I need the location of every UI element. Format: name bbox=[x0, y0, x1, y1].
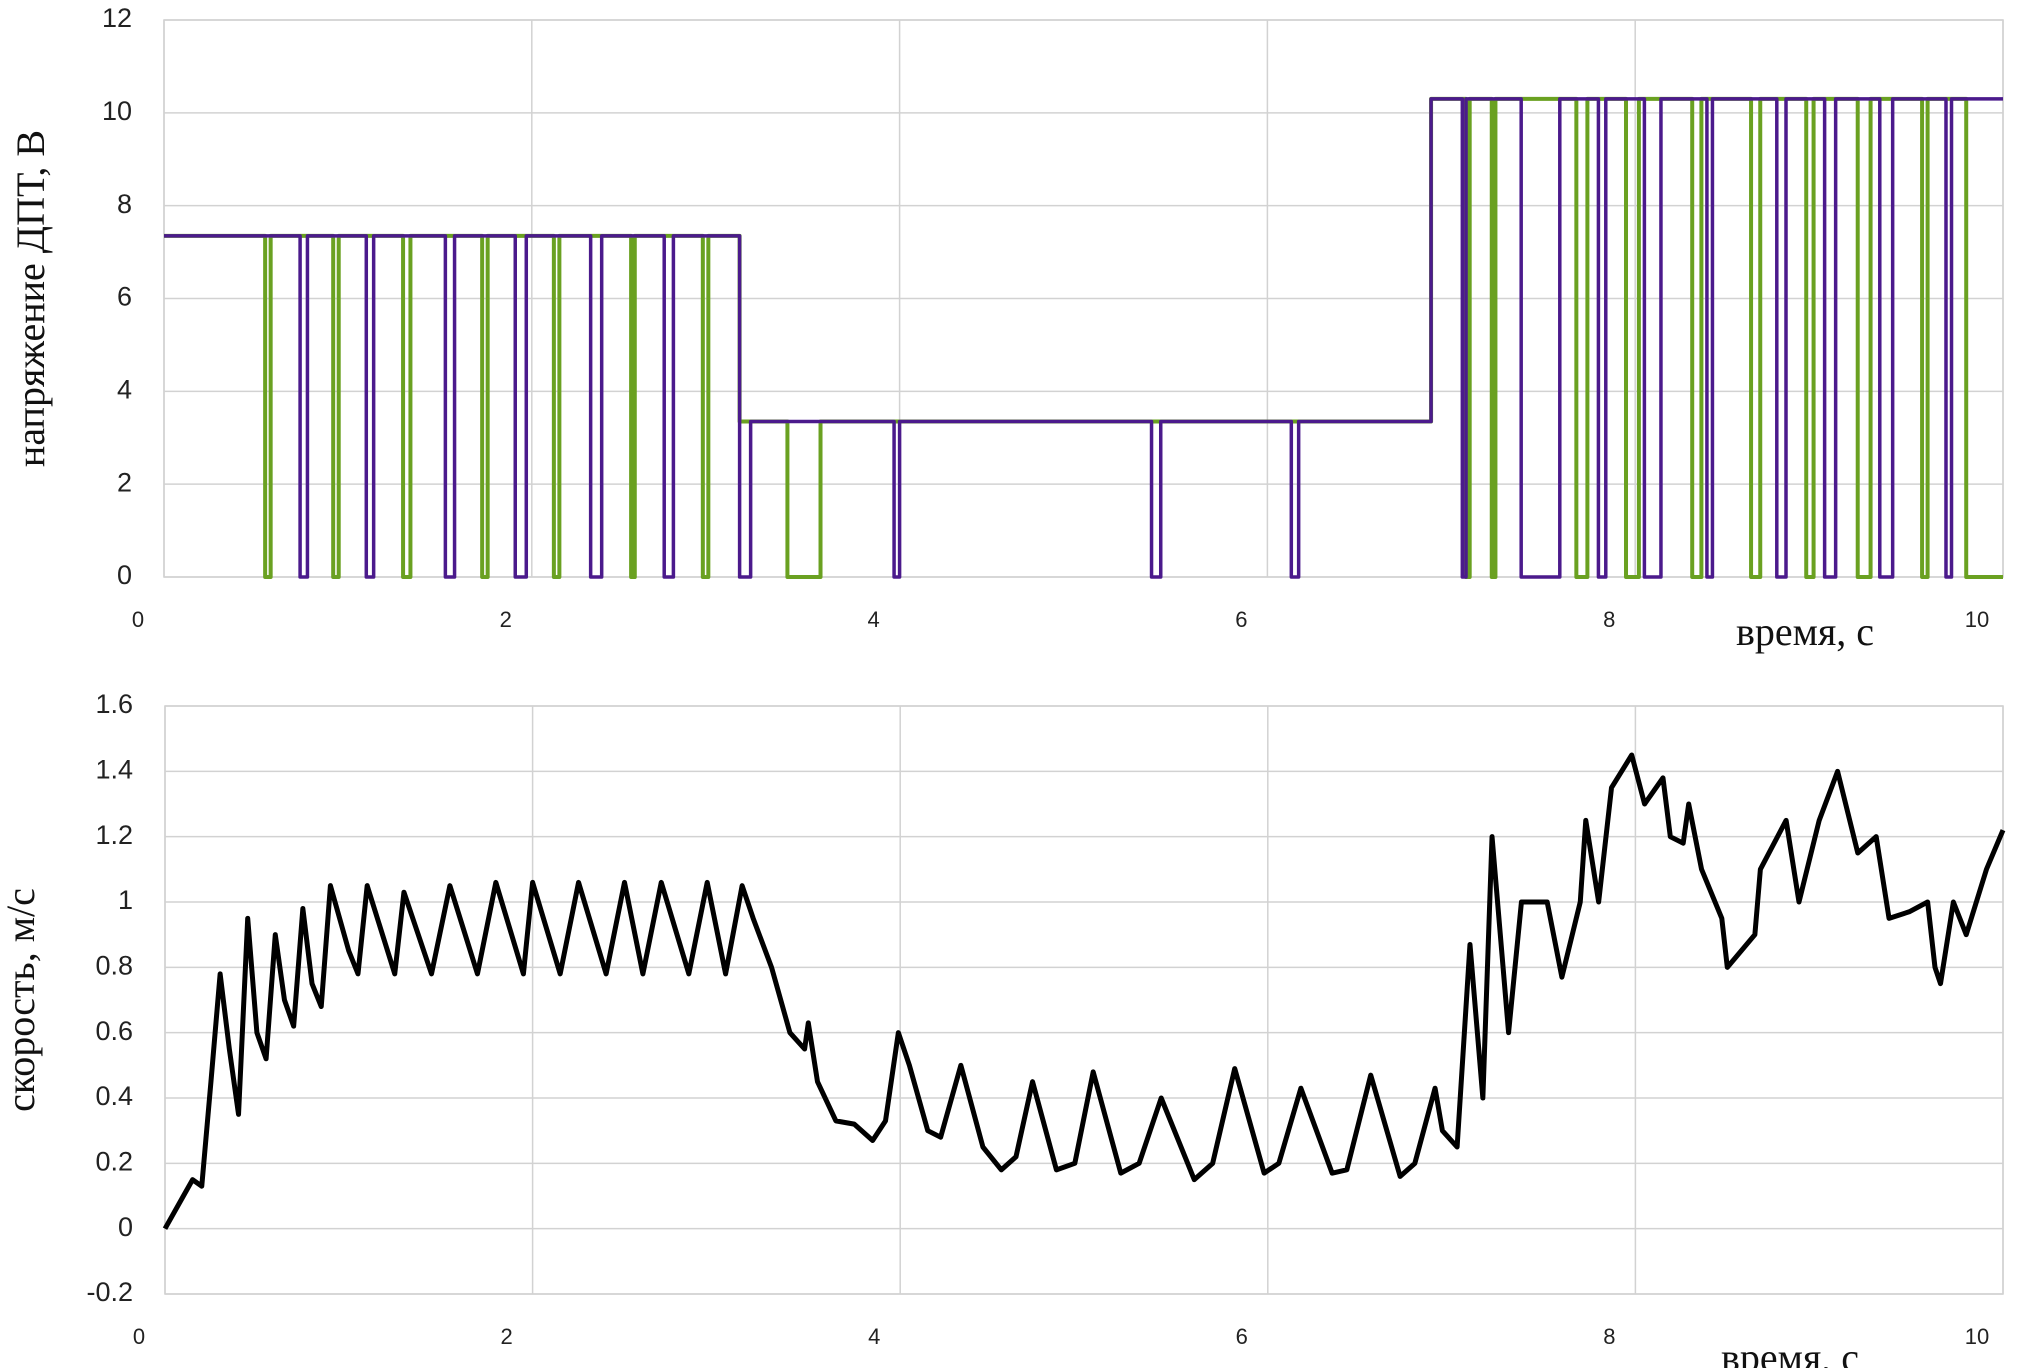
x-tick-label: 2 bbox=[500, 1324, 512, 1349]
x-tick-label: 4 bbox=[867, 607, 879, 632]
y-axis-title: напряжение ДПТ, В bbox=[8, 130, 53, 467]
y-tick-label: 2 bbox=[117, 467, 132, 497]
y-tick-label: 1 bbox=[118, 885, 133, 915]
y-tick-label: 0.6 bbox=[95, 1016, 133, 1046]
x-tick-label: 8 bbox=[1603, 607, 1615, 632]
x-tick-label: 4 bbox=[868, 1324, 880, 1349]
series-line bbox=[164, 97, 2003, 579]
y-tick-label: 0 bbox=[117, 560, 132, 590]
plot-area bbox=[164, 705, 2004, 1295]
y-tick-label: 0.8 bbox=[95, 950, 133, 980]
y-axis-title: скорость, м/с bbox=[0, 888, 43, 1112]
y-tick-label: 0.4 bbox=[95, 1081, 133, 1111]
x-tick-label: 0 bbox=[133, 1324, 145, 1349]
y-tick-label: 0 bbox=[118, 1212, 133, 1242]
x-axis-title: время, с bbox=[1721, 1335, 1859, 1368]
x-tick-label: 0 bbox=[132, 607, 144, 632]
y-tick-label: 6 bbox=[117, 282, 132, 312]
x-tick-label: 10 bbox=[1965, 607, 1989, 632]
series-line bbox=[162, 752, 2006, 1230]
x-tick-label: 6 bbox=[1236, 1324, 1248, 1349]
y-tick-label: 12 bbox=[102, 3, 132, 33]
y-tick-label: 1.2 bbox=[95, 820, 133, 850]
y-tick-label: -0.2 bbox=[86, 1277, 133, 1307]
y-tick-label: 10 bbox=[102, 96, 132, 126]
y-tick-label: 8 bbox=[117, 189, 132, 219]
x-axis-title: время, с bbox=[1736, 609, 1874, 654]
y-tick-label: 1.6 bbox=[95, 689, 133, 719]
y-tick-label: 0.2 bbox=[95, 1146, 133, 1176]
x-tick-label: 2 bbox=[500, 607, 512, 632]
y-tick-label: 1.4 bbox=[95, 754, 133, 784]
x-tick-label: 6 bbox=[1235, 607, 1247, 632]
y-tick-label: 4 bbox=[117, 374, 132, 404]
x-tick-label: 10 bbox=[1965, 1324, 1989, 1349]
x-tick-label: 8 bbox=[1603, 1324, 1615, 1349]
